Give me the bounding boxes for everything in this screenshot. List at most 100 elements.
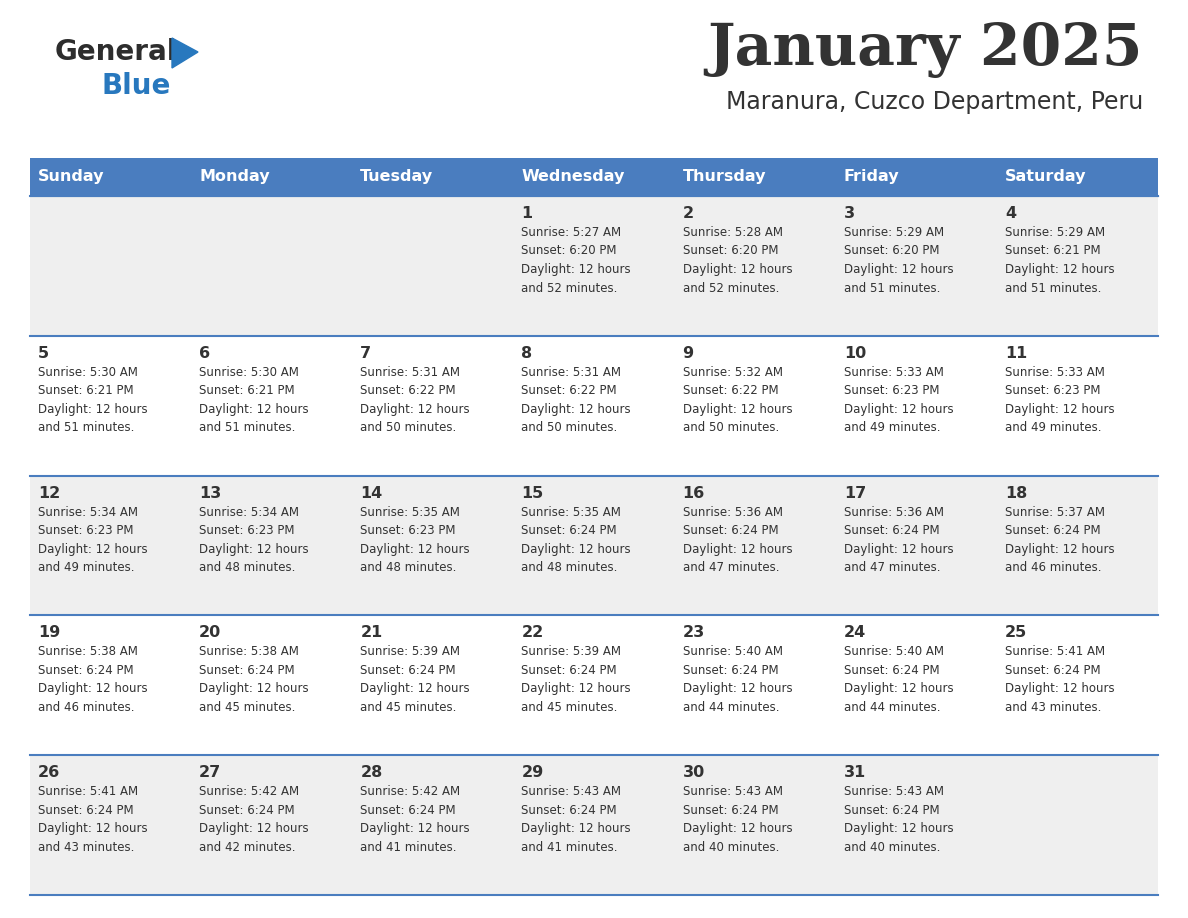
Text: Sunrise: 5:36 AM
Sunset: 6:24 PM
Daylight: 12 hours
and 47 minutes.: Sunrise: 5:36 AM Sunset: 6:24 PM Dayligh…	[683, 506, 792, 574]
Bar	[30, 196, 191, 336]
Bar	[997, 336, 1158, 476]
Text: Sunrise: 5:29 AM
Sunset: 6:21 PM
Daylight: 12 hours
and 51 minutes.: Sunrise: 5:29 AM Sunset: 6:21 PM Dayligh…	[1005, 226, 1114, 295]
Text: Sunrise: 5:32 AM
Sunset: 6:22 PM
Daylight: 12 hours
and 50 minutes.: Sunrise: 5:32 AM Sunset: 6:22 PM Dayligh…	[683, 365, 792, 434]
Text: Sunrise: 5:36 AM
Sunset: 6:24 PM
Daylight: 12 hours
and 47 minutes.: Sunrise: 5:36 AM Sunset: 6:24 PM Dayligh…	[843, 506, 953, 574]
Bar	[353, 336, 513, 476]
Text: Sunrise: 5:34 AM
Sunset: 6:23 PM
Daylight: 12 hours
and 48 minutes.: Sunrise: 5:34 AM Sunset: 6:23 PM Dayligh…	[200, 506, 309, 574]
Bar	[513, 158, 675, 196]
Bar	[353, 756, 513, 895]
Bar	[675, 158, 835, 196]
Text: Sunrise: 5:39 AM
Sunset: 6:24 PM
Daylight: 12 hours
and 45 minutes.: Sunrise: 5:39 AM Sunset: 6:24 PM Dayligh…	[522, 645, 631, 714]
Bar	[30, 615, 191, 756]
Text: 1: 1	[522, 206, 532, 221]
Text: Sunrise: 5:34 AM
Sunset: 6:23 PM
Daylight: 12 hours
and 49 minutes.: Sunrise: 5:34 AM Sunset: 6:23 PM Dayligh…	[38, 506, 147, 574]
Text: Sunrise: 5:43 AM
Sunset: 6:24 PM
Daylight: 12 hours
and 40 minutes.: Sunrise: 5:43 AM Sunset: 6:24 PM Dayligh…	[683, 785, 792, 854]
Text: Tuesday: Tuesday	[360, 170, 434, 185]
Text: 14: 14	[360, 486, 383, 500]
Text: 2: 2	[683, 206, 694, 221]
Text: January 2025: January 2025	[708, 22, 1143, 78]
Bar	[30, 476, 191, 615]
Text: Sunrise: 5:30 AM
Sunset: 6:21 PM
Daylight: 12 hours
and 51 minutes.: Sunrise: 5:30 AM Sunset: 6:21 PM Dayligh…	[200, 365, 309, 434]
Bar	[30, 756, 191, 895]
Bar	[191, 336, 353, 476]
Text: 4: 4	[1005, 206, 1016, 221]
Bar	[675, 476, 835, 615]
Text: Sunrise: 5:33 AM
Sunset: 6:23 PM
Daylight: 12 hours
and 49 minutes.: Sunrise: 5:33 AM Sunset: 6:23 PM Dayligh…	[843, 365, 953, 434]
Bar	[835, 336, 997, 476]
Text: Sunday: Sunday	[38, 170, 105, 185]
Text: Sunrise: 5:29 AM
Sunset: 6:20 PM
Daylight: 12 hours
and 51 minutes.: Sunrise: 5:29 AM Sunset: 6:20 PM Dayligh…	[843, 226, 953, 295]
Text: General: General	[55, 38, 177, 66]
Text: 25: 25	[1005, 625, 1028, 641]
Bar	[997, 158, 1158, 196]
Bar	[675, 615, 835, 756]
Bar	[513, 196, 675, 336]
Text: Sunrise: 5:38 AM
Sunset: 6:24 PM
Daylight: 12 hours
and 46 minutes.: Sunrise: 5:38 AM Sunset: 6:24 PM Dayligh…	[38, 645, 147, 714]
Text: 17: 17	[843, 486, 866, 500]
Text: 10: 10	[843, 346, 866, 361]
Bar	[513, 615, 675, 756]
Text: Sunrise: 5:43 AM
Sunset: 6:24 PM
Daylight: 12 hours
and 41 minutes.: Sunrise: 5:43 AM Sunset: 6:24 PM Dayligh…	[522, 785, 631, 854]
Bar	[835, 615, 997, 756]
Text: 16: 16	[683, 486, 704, 500]
Bar	[675, 196, 835, 336]
Bar	[353, 615, 513, 756]
Text: Sunrise: 5:35 AM
Sunset: 6:23 PM
Daylight: 12 hours
and 48 minutes.: Sunrise: 5:35 AM Sunset: 6:23 PM Dayligh…	[360, 506, 470, 574]
Text: 7: 7	[360, 346, 372, 361]
Text: 29: 29	[522, 766, 544, 780]
Text: Sunrise: 5:30 AM
Sunset: 6:21 PM
Daylight: 12 hours
and 51 minutes.: Sunrise: 5:30 AM Sunset: 6:21 PM Dayligh…	[38, 365, 147, 434]
Text: Sunrise: 5:41 AM
Sunset: 6:24 PM
Daylight: 12 hours
and 43 minutes.: Sunrise: 5:41 AM Sunset: 6:24 PM Dayligh…	[38, 785, 147, 854]
Bar	[353, 158, 513, 196]
Bar	[191, 476, 353, 615]
Text: 26: 26	[38, 766, 61, 780]
Text: Sunrise: 5:40 AM
Sunset: 6:24 PM
Daylight: 12 hours
and 44 minutes.: Sunrise: 5:40 AM Sunset: 6:24 PM Dayligh…	[843, 645, 953, 714]
Text: Sunrise: 5:40 AM
Sunset: 6:24 PM
Daylight: 12 hours
and 44 minutes.: Sunrise: 5:40 AM Sunset: 6:24 PM Dayligh…	[683, 645, 792, 714]
Text: 6: 6	[200, 346, 210, 361]
Text: Sunrise: 5:35 AM
Sunset: 6:24 PM
Daylight: 12 hours
and 48 minutes.: Sunrise: 5:35 AM Sunset: 6:24 PM Dayligh…	[522, 506, 631, 574]
Bar	[513, 756, 675, 895]
Text: Sunrise: 5:38 AM
Sunset: 6:24 PM
Daylight: 12 hours
and 45 minutes.: Sunrise: 5:38 AM Sunset: 6:24 PM Dayligh…	[200, 645, 309, 714]
Bar	[30, 158, 191, 196]
Bar	[675, 336, 835, 476]
Text: 23: 23	[683, 625, 704, 641]
Text: 31: 31	[843, 766, 866, 780]
Bar	[997, 196, 1158, 336]
Text: Sunrise: 5:28 AM
Sunset: 6:20 PM
Daylight: 12 hours
and 52 minutes.: Sunrise: 5:28 AM Sunset: 6:20 PM Dayligh…	[683, 226, 792, 295]
Bar	[191, 158, 353, 196]
Text: Sunrise: 5:39 AM
Sunset: 6:24 PM
Daylight: 12 hours
and 45 minutes.: Sunrise: 5:39 AM Sunset: 6:24 PM Dayligh…	[360, 645, 470, 714]
Text: Monday: Monday	[200, 170, 270, 185]
Text: 9: 9	[683, 346, 694, 361]
Text: Sunrise: 5:42 AM
Sunset: 6:24 PM
Daylight: 12 hours
and 42 minutes.: Sunrise: 5:42 AM Sunset: 6:24 PM Dayligh…	[200, 785, 309, 854]
Text: Thursday: Thursday	[683, 170, 766, 185]
Bar	[30, 336, 191, 476]
Text: Friday: Friday	[843, 170, 899, 185]
Text: 5: 5	[38, 346, 49, 361]
Text: 27: 27	[200, 766, 221, 780]
Text: 18: 18	[1005, 486, 1028, 500]
Text: 20: 20	[200, 625, 221, 641]
Polygon shape	[172, 38, 198, 68]
Text: 13: 13	[200, 486, 221, 500]
Text: 28: 28	[360, 766, 383, 780]
Text: Maranura, Cuzco Department, Peru: Maranura, Cuzco Department, Peru	[726, 90, 1143, 114]
Bar	[513, 336, 675, 476]
Bar	[191, 756, 353, 895]
Text: Sunrise: 5:31 AM
Sunset: 6:22 PM
Daylight: 12 hours
and 50 minutes.: Sunrise: 5:31 AM Sunset: 6:22 PM Dayligh…	[360, 365, 470, 434]
Bar	[997, 756, 1158, 895]
Bar	[835, 158, 997, 196]
Text: 11: 11	[1005, 346, 1028, 361]
Text: 22: 22	[522, 625, 544, 641]
Bar	[191, 196, 353, 336]
Text: Sunrise: 5:41 AM
Sunset: 6:24 PM
Daylight: 12 hours
and 43 minutes.: Sunrise: 5:41 AM Sunset: 6:24 PM Dayligh…	[1005, 645, 1114, 714]
Bar	[191, 615, 353, 756]
Text: Sunrise: 5:37 AM
Sunset: 6:24 PM
Daylight: 12 hours
and 46 minutes.: Sunrise: 5:37 AM Sunset: 6:24 PM Dayligh…	[1005, 506, 1114, 574]
Text: 21: 21	[360, 625, 383, 641]
Bar	[353, 196, 513, 336]
Text: 30: 30	[683, 766, 704, 780]
Text: 19: 19	[38, 625, 61, 641]
Bar	[835, 756, 997, 895]
Text: Saturday: Saturday	[1005, 170, 1086, 185]
Bar	[513, 476, 675, 615]
Bar	[997, 476, 1158, 615]
Text: Sunrise: 5:42 AM
Sunset: 6:24 PM
Daylight: 12 hours
and 41 minutes.: Sunrise: 5:42 AM Sunset: 6:24 PM Dayligh…	[360, 785, 470, 854]
